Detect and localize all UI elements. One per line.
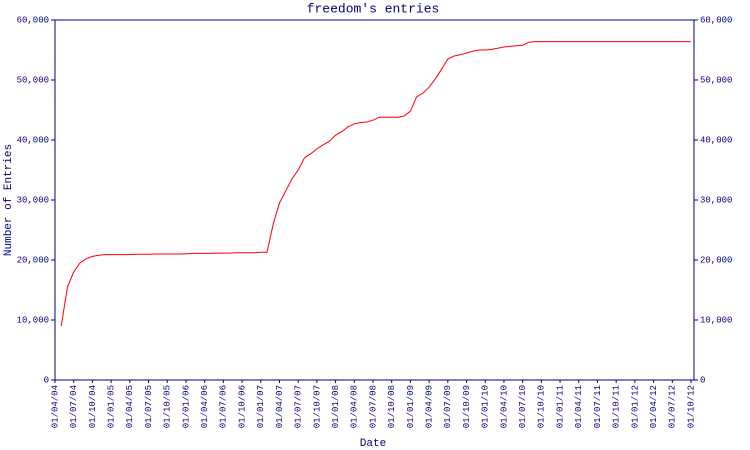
x-tick-label: 01/04/12 (649, 385, 659, 428)
x-tick-label: 01/10/09 (462, 385, 472, 428)
y-tick-label: 50,000 (17, 75, 49, 85)
x-tick-label: 01/04/04 (50, 385, 60, 428)
x-tick-label: 01/04/11 (574, 385, 584, 428)
y-axis-title: Number of Entries (3, 144, 15, 256)
x-tick-label: 01/10/12 (686, 385, 696, 428)
chart-title: freedom's entries (307, 1, 440, 16)
x-tick-label: 01/01/05 (106, 385, 116, 428)
x-tick-label: 01/10/04 (88, 385, 98, 428)
y-tick-label: 0 (44, 375, 49, 385)
x-tick-label: 01/07/04 (69, 385, 79, 428)
x-tick-label: 01/04/05 (125, 385, 135, 428)
x-tick-label: 01/10/11 (612, 385, 622, 428)
x-tick-label: 01/10/06 (237, 385, 247, 428)
x-tick-label: 01/01/12 (630, 385, 640, 428)
data-line (60, 41, 691, 327)
x-tick-label: 01/07/10 (518, 385, 528, 428)
x-tick-label: 01/04/09 (424, 385, 434, 428)
x-tick-label: 01/07/05 (144, 385, 154, 428)
x-tick-label: 01/04/07 (275, 385, 285, 428)
x-tick-label: 01/07/12 (668, 385, 678, 428)
x-tick-label: 01/07/09 (443, 385, 453, 428)
y-tick-label: 60,000 (17, 15, 49, 25)
y2-tick-label: 10,000 (700, 315, 732, 325)
x-tick-label: 01/04/08 (350, 385, 360, 428)
y2-tick-label: 0 (700, 375, 705, 385)
x-tick-label: 01/01/07 (256, 385, 266, 428)
y2-tick-label: 40,000 (700, 135, 732, 145)
x-tick-label: 01/01/10 (481, 385, 491, 428)
plot-frame (54, 19, 695, 381)
x-tick-label: 01/04/06 (200, 385, 210, 428)
x-tick-label: 01/01/06 (181, 385, 191, 428)
x-tick-label: 01/07/11 (593, 385, 603, 428)
y2-tick-label: 60,000 (700, 15, 732, 25)
y-tick-label: 10,000 (17, 315, 49, 325)
x-tick-label: 01/07/07 (294, 385, 304, 428)
x-tick-label: 01/01/08 (331, 385, 341, 428)
x-axis-title: Date (360, 438, 386, 450)
y2-tick-label: 50,000 (700, 75, 732, 85)
x-tick-label: 01/10/07 (312, 385, 322, 428)
x-tick-label: 01/01/11 (555, 385, 565, 428)
x-tick-label: 01/04/10 (499, 385, 509, 428)
y2-tick-label: 30,000 (700, 195, 732, 205)
x-tick-label: 01/07/08 (368, 385, 378, 428)
x-tick-label: 01/10/08 (387, 385, 397, 428)
y-tick-label: 40,000 (17, 135, 49, 145)
y2-tick-label: 20,000 (700, 255, 732, 265)
x-tick-label: 01/10/05 (163, 385, 173, 428)
x-tick-label: 01/01/09 (406, 385, 416, 428)
x-tick-label: 01/10/10 (537, 385, 547, 428)
y-tick-label: 20,000 (17, 255, 49, 265)
x-tick-label: 01/07/06 (219, 385, 229, 428)
y-tick-label: 30,000 (17, 195, 49, 205)
